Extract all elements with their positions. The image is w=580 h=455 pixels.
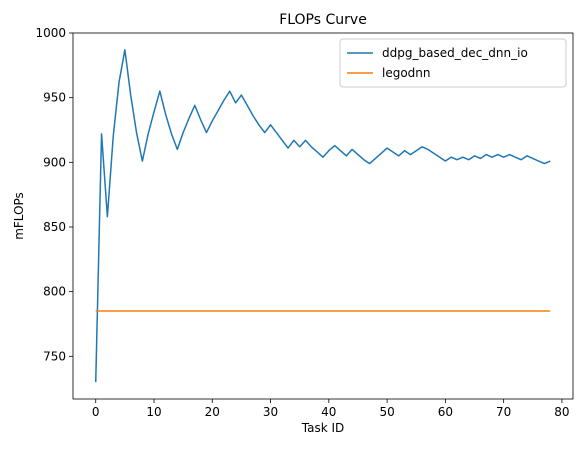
axes-frame bbox=[72, 32, 574, 400]
x-tick-label: 60 bbox=[438, 405, 453, 419]
x-tick-label: 30 bbox=[263, 405, 278, 419]
series-layer bbox=[94, 49, 551, 383]
x-tick-label: 10 bbox=[146, 405, 161, 419]
y-axis-ticks: 750 800 850 900 950 1000 bbox=[35, 26, 73, 363]
x-tick-label: 80 bbox=[554, 405, 569, 419]
y-tick-label: 800 bbox=[43, 285, 66, 299]
x-tick-label: 50 bbox=[379, 405, 394, 419]
y-tick-label: 1000 bbox=[35, 26, 66, 40]
x-tick-label: 0 bbox=[92, 405, 100, 419]
legend-label-ddpg: ddpg_based_dec_dnn_io bbox=[382, 46, 528, 60]
x-tick-label: 40 bbox=[321, 405, 336, 419]
legend-label-legodnn: legodnn bbox=[382, 66, 431, 80]
y-axis-label: mFLOPs bbox=[12, 192, 26, 240]
x-axis-ticks: 0 10 20 30 40 50 60 70 80 bbox=[92, 399, 570, 419]
series-line-ddpg bbox=[94, 49, 551, 383]
y-tick-label: 950 bbox=[43, 91, 66, 105]
legend: ddpg_based_dec_dnn_io legodnn bbox=[339, 38, 567, 88]
x-axis-label: Task ID bbox=[301, 421, 345, 435]
x-tick-label: 70 bbox=[496, 405, 511, 419]
y-tick-label: 850 bbox=[43, 220, 66, 234]
chart-title: FLOPs Curve bbox=[279, 12, 367, 28]
x-tick-label: 20 bbox=[205, 405, 220, 419]
legend-box bbox=[339, 38, 567, 88]
y-tick-label: 750 bbox=[43, 349, 66, 363]
y-tick-label: 900 bbox=[43, 155, 66, 169]
